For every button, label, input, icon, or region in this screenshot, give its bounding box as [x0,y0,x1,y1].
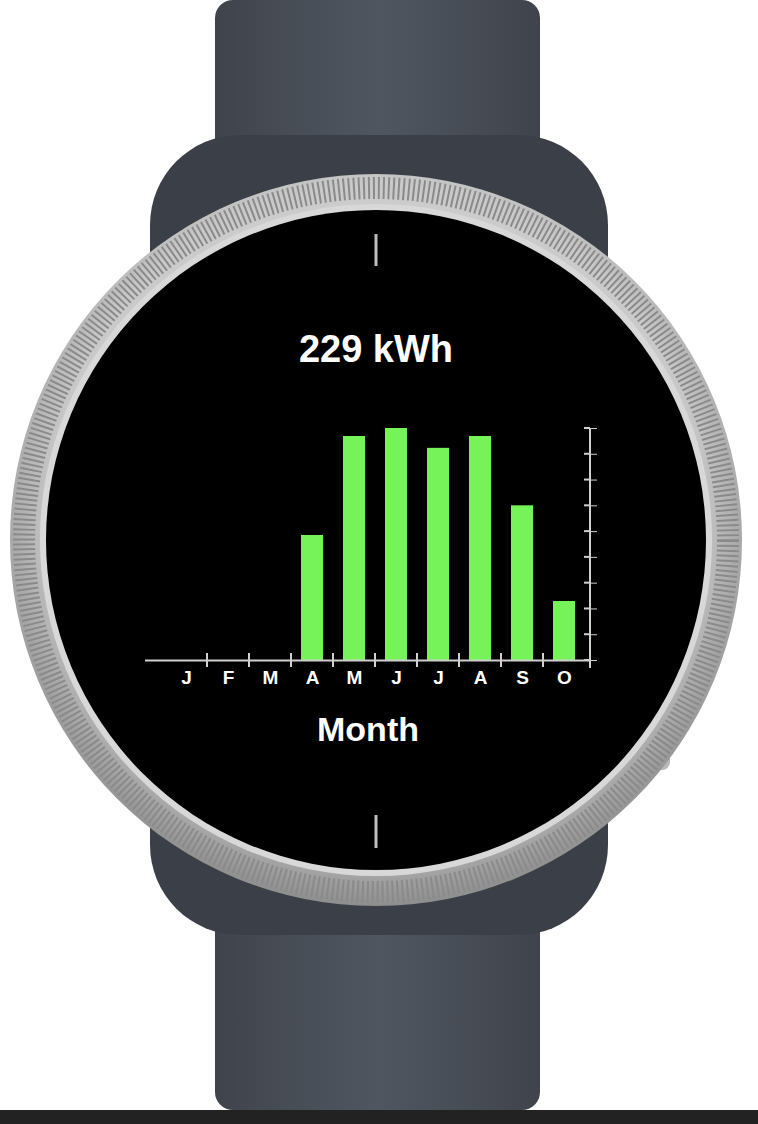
svg-text:O: O [557,667,572,688]
svg-text:J: J [433,667,444,688]
svg-text:A: A [474,667,488,688]
svg-text:F: F [223,667,235,688]
html-text:229 kWh: 229 kWh [298,328,454,370]
svg-text:A: A [306,667,320,688]
svg-text:S: S [516,667,529,688]
svg-text:M: M [347,667,363,688]
svg-text:J: J [181,667,192,688]
svg-text:M: M [263,667,279,688]
svg-text:Month: Month [317,710,419,748]
svg-text:J: J [391,667,402,688]
